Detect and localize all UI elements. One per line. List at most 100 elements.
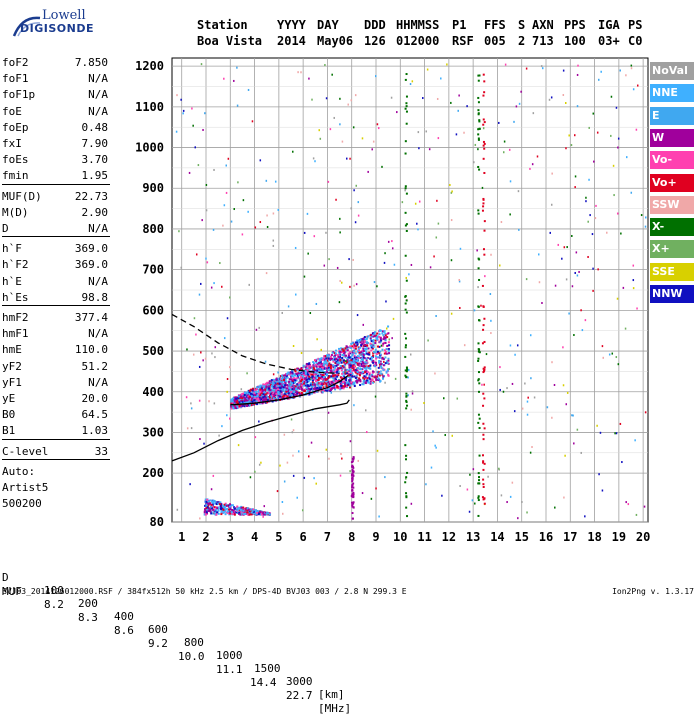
echo-point <box>348 364 351 367</box>
echo-point <box>339 350 342 353</box>
echo-point <box>203 510 206 513</box>
param-name: C-level <box>2 444 49 458</box>
echo-point <box>305 368 308 371</box>
echo-point <box>326 364 329 367</box>
echo-point <box>238 399 241 402</box>
echo-point <box>348 366 351 369</box>
echo-point <box>339 231 341 234</box>
echo-point <box>236 402 239 405</box>
echo-point <box>360 357 363 360</box>
echo-point <box>350 355 353 358</box>
echo-point <box>617 137 620 140</box>
hdr-value-iga: 03+ <box>598 34 620 48</box>
echo-point <box>575 251 578 254</box>
echo-point <box>405 476 408 479</box>
echo-point <box>372 140 375 143</box>
legend-entry: E <box>650 106 694 125</box>
echo-point <box>341 372 344 375</box>
echo-point <box>352 383 355 386</box>
lowell-digisonde-logo: Lowell DIGISONDE <box>8 8 93 48</box>
distance-value: 1500 <box>254 662 281 675</box>
echo-point <box>318 370 321 373</box>
echo-point <box>279 380 282 383</box>
echo-point <box>350 366 353 369</box>
echo-point <box>279 464 281 467</box>
echo-point <box>209 502 212 505</box>
echo-point <box>334 388 337 391</box>
echo-point <box>338 301 341 304</box>
param-value: 64.5 <box>81 408 109 422</box>
echo-point <box>300 368 303 371</box>
echo-point <box>282 387 285 390</box>
echo-point <box>365 347 368 350</box>
echo-point <box>509 495 512 498</box>
echo-point <box>483 253 486 256</box>
echo-point <box>478 319 481 322</box>
echo-point <box>278 380 281 383</box>
echo-point <box>325 357 328 360</box>
echo-point <box>246 404 249 407</box>
echo-point <box>279 388 282 391</box>
echo-point <box>351 381 354 384</box>
echo-point <box>374 341 377 344</box>
echo-point <box>529 451 532 454</box>
echo-point <box>273 394 276 397</box>
echo-point <box>563 246 566 249</box>
echo-point <box>632 88 635 91</box>
echo-point <box>295 393 298 396</box>
echo-point <box>279 377 282 380</box>
echo-point <box>482 433 485 436</box>
echo-point <box>238 509 241 512</box>
echo-point <box>407 376 409 379</box>
echo-point <box>346 349 349 352</box>
echo-point <box>223 508 226 511</box>
param-row: yF2 51.2 <box>2 360 108 376</box>
echo-point <box>502 151 505 154</box>
echo-point <box>362 365 365 368</box>
echo-point <box>236 509 239 512</box>
echo-point <box>275 389 278 392</box>
echo-point <box>387 357 390 360</box>
echo-point <box>292 429 295 432</box>
echo-point <box>176 508 179 511</box>
echo-point <box>279 390 282 393</box>
echo-point <box>405 492 408 495</box>
echo-point <box>292 386 295 389</box>
echo-point <box>349 285 351 288</box>
echo-point <box>365 366 368 369</box>
echo-point <box>264 396 267 399</box>
echo-point <box>245 395 248 398</box>
echo-point <box>375 352 378 355</box>
echo-point <box>343 364 346 367</box>
echo-point <box>436 97 439 100</box>
echo-point <box>359 380 362 383</box>
echo-point <box>511 481 514 484</box>
param-name: h`Es <box>2 290 29 304</box>
echo-point <box>483 171 486 174</box>
echo-point <box>362 383 365 386</box>
echo-point <box>332 358 335 361</box>
echo-point <box>222 505 225 508</box>
echo-point <box>232 407 235 410</box>
echo-point <box>266 214 268 217</box>
echo-point <box>252 512 255 515</box>
echo-point <box>339 360 342 363</box>
echo-point <box>378 333 381 336</box>
echo-point <box>284 382 287 385</box>
echo-point <box>305 378 308 381</box>
echo-point <box>264 398 267 401</box>
echo-point <box>296 392 299 395</box>
echo-point <box>292 474 295 477</box>
echo-point <box>418 200 421 203</box>
echo-point <box>251 510 254 513</box>
echo-point <box>370 335 373 338</box>
echo-point <box>203 442 205 445</box>
autoscaling-info: Artist5 <box>2 481 49 494</box>
echo-point <box>254 226 257 229</box>
echo-point <box>283 392 286 395</box>
param-row: fxI 7.90 <box>2 137 108 153</box>
echo-point <box>335 353 338 356</box>
hdr-value-ffs: 005 <box>484 34 506 48</box>
echo-point <box>275 392 278 395</box>
echo-point <box>246 401 249 404</box>
